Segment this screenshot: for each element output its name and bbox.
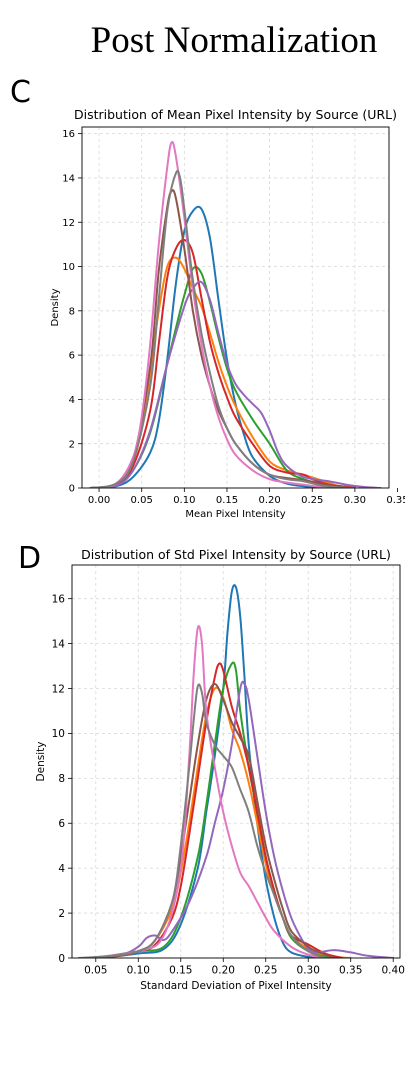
y-tick-label: 0: [69, 484, 75, 495]
series-line-8: [89, 169, 356, 488]
x-tick-label: 0.40: [382, 965, 405, 977]
x-tick-label: 0.15: [216, 495, 238, 506]
x-tick-label: 0.00: [88, 495, 110, 506]
y-tick-label: 10: [52, 728, 65, 740]
x-axis-label: Standard Deviation of Pixel Intensity: [140, 980, 331, 992]
chart-panel-c: C Distribution of Mean Pixel Intensity by…: [10, 75, 405, 520]
y-tick-label: 2: [58, 908, 65, 920]
x-tick-label: 0.30: [344, 495, 366, 506]
x-tick-label: 0.15: [169, 965, 192, 977]
x-tick-label: 0.10: [173, 495, 195, 506]
x-tick-label: 0.05: [131, 495, 153, 506]
series-line-7: [89, 141, 339, 488]
y-tick-label: 12: [52, 683, 65, 695]
chart-title: Distribution of Std Pixel Intensity by S…: [81, 547, 391, 562]
y-tick-label: 12: [62, 218, 75, 229]
y-tick-label: 6: [69, 351, 75, 362]
y-tick-label: 0: [58, 953, 65, 965]
y-tick-label: 10: [62, 262, 75, 273]
y-tick-label: 8: [69, 306, 75, 317]
y-tick-label: 4: [69, 395, 75, 406]
y-axis-label: Density: [50, 288, 61, 326]
x-tick-label: 0.35: [339, 965, 362, 977]
panel-label: C: [10, 75, 31, 110]
series-line-8: [77, 683, 327, 958]
y-tick-label: 4: [58, 863, 65, 875]
x-tick-label: 0.35: [386, 495, 405, 506]
series-line-5: [89, 280, 382, 488]
x-tick-label: 0.20: [258, 495, 280, 506]
y-tick-label: 2: [69, 439, 75, 450]
y-tick-label: 8: [58, 773, 65, 785]
y-tick-label: 14: [52, 638, 66, 650]
panel-label: D: [18, 541, 41, 576]
series-line-6: [89, 189, 356, 488]
axes-frame: [81, 126, 390, 489]
y-axis-label: Density: [35, 742, 47, 782]
y-tick-label: 14: [62, 174, 75, 185]
x-tick-label: 0.25: [254, 965, 277, 977]
x-tick-label: 0.10: [127, 965, 150, 977]
y-tick-label: 16: [62, 129, 75, 140]
series-group: [89, 141, 382, 488]
series-line-7: [86, 625, 327, 958]
x-axis-label: Mean Pixel Intensity: [185, 509, 285, 520]
y-tick-label: 16: [52, 593, 66, 605]
x-tick-label: 0.30: [297, 965, 320, 977]
y-tick-label: 6: [58, 818, 65, 830]
axes-frame: [71, 564, 401, 959]
chart-panel-d: D Distribution of Std Pixel Intensity by …: [18, 541, 405, 992]
x-tick-label: 0.20: [212, 965, 235, 977]
x-tick-label: 0.05: [84, 965, 107, 977]
x-tick-label: 0.25: [301, 495, 323, 506]
page-title: Post Normalization: [91, 20, 378, 61]
chart-title: Distribution of Mean Pixel Intensity by …: [74, 107, 397, 122]
series-group: [77, 584, 395, 958]
